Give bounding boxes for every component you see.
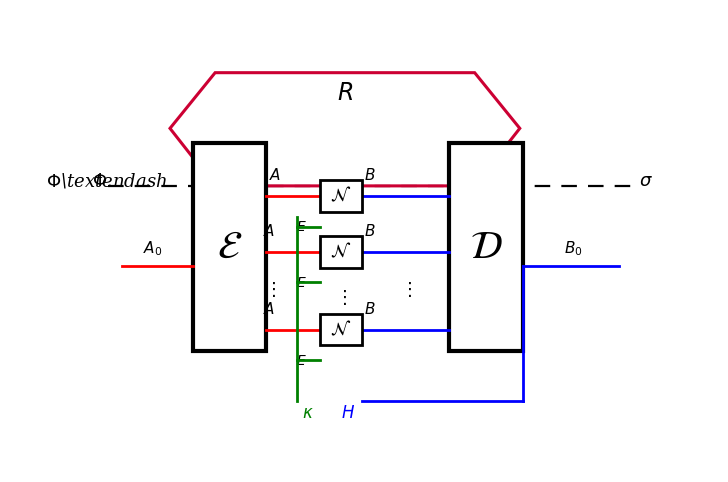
Text: $B$: $B$ <box>364 167 376 183</box>
Text: $E$: $E$ <box>296 354 306 368</box>
Text: $\mathcal{N}$: $\mathcal{N}$ <box>330 320 351 339</box>
Text: $\Phi$\textendash: $\Phi$\textendash <box>46 172 167 190</box>
Text: $\mathcal{E}$: $\mathcal{E}$ <box>216 228 242 266</box>
Bar <box>320 180 362 212</box>
Text: $E$: $E$ <box>296 276 306 290</box>
Text: $\vdots$: $\vdots$ <box>264 281 277 299</box>
Text: $A$: $A$ <box>269 167 281 183</box>
Text: $\mathcal{N}$: $\mathcal{N}$ <box>330 187 351 206</box>
Bar <box>320 314 362 346</box>
Text: $\sigma$: $\sigma$ <box>639 172 653 190</box>
Text: $\mathcal{D}$: $\mathcal{D}$ <box>470 228 502 266</box>
Text: $B$: $B$ <box>364 301 376 317</box>
Text: $\vdots$: $\vdots$ <box>335 288 347 307</box>
Text: $A_0$: $A_0$ <box>143 240 163 258</box>
Text: $\Phi$: $\Phi$ <box>92 172 107 190</box>
Bar <box>192 143 266 351</box>
Text: $A$: $A$ <box>264 301 275 317</box>
Text: $\kappa$: $\kappa$ <box>302 405 314 422</box>
Text: $\vdots$: $\vdots$ <box>400 281 412 299</box>
Text: $A$: $A$ <box>264 223 275 239</box>
Text: $\mathcal{N}$: $\mathcal{N}$ <box>330 242 351 261</box>
Text: $B$: $B$ <box>364 223 376 239</box>
Text: $B_0$: $B_0$ <box>564 240 582 258</box>
Bar <box>320 236 362 268</box>
Text: $H$: $H$ <box>341 405 355 422</box>
Text: $R$: $R$ <box>337 81 353 105</box>
Text: $E$: $E$ <box>296 220 306 234</box>
Bar <box>449 143 523 351</box>
